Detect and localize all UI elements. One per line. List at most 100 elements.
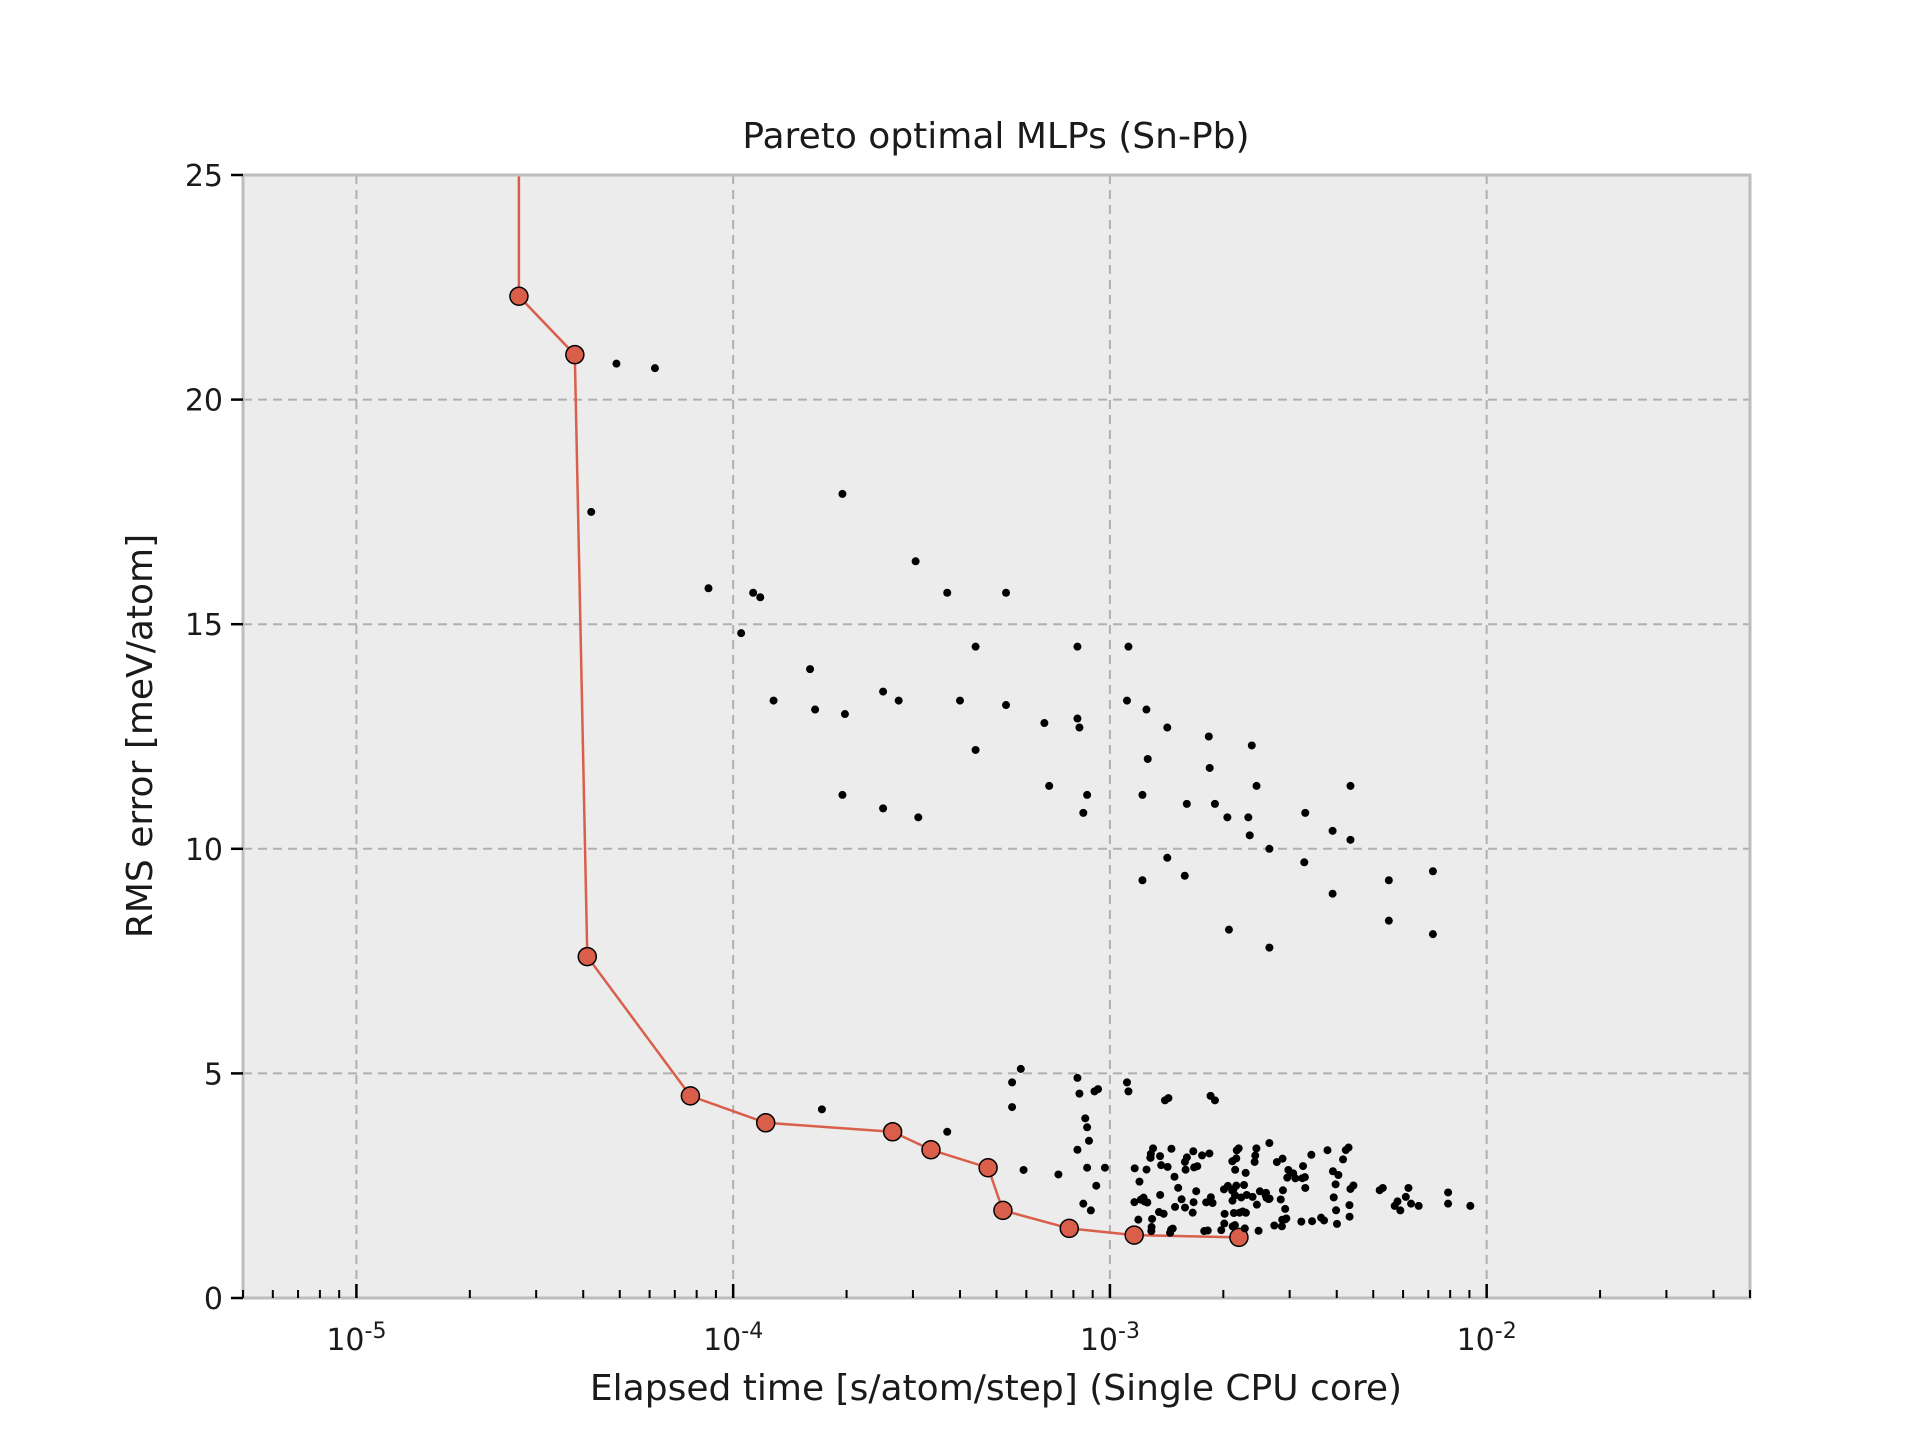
y-axis-title: RMS error [meV/atom] [120, 534, 161, 938]
candidate-point [1142, 1165, 1151, 1174]
candidate-point [1223, 813, 1232, 822]
candidate-point [1122, 696, 1131, 705]
candidate-point [1281, 1204, 1290, 1213]
candidate-point [1008, 1103, 1017, 1112]
candidate-point [1192, 1187, 1201, 1196]
candidate-point [1148, 1214, 1157, 1223]
candidate-point [1156, 1190, 1165, 1199]
candidate-point [1143, 754, 1152, 763]
candidate-point [1444, 1188, 1453, 1197]
candidate-point [1188, 1208, 1197, 1217]
candidate-point [1174, 1183, 1183, 1192]
candidate-point [1384, 876, 1393, 885]
candidate-point [1142, 705, 1151, 714]
candidate-point [1163, 1162, 1172, 1171]
candidate-point [1177, 1195, 1186, 1204]
candidate-point [1149, 1144, 1158, 1153]
x-tick-label: 10-4 [703, 1319, 763, 1358]
candidate-point [1341, 1146, 1350, 1155]
candidate-point [1083, 790, 1092, 799]
candidate-point [1180, 871, 1189, 880]
candidate-point [1254, 1226, 1263, 1235]
candidate-point [1220, 1219, 1229, 1228]
candidate-point [1204, 732, 1213, 741]
candidate-point [1331, 1180, 1340, 1189]
candidate-point [840, 710, 849, 719]
pareto-point [565, 344, 585, 365]
candidate-point [1276, 1195, 1285, 1204]
candidate-point [1075, 1089, 1084, 1098]
candidate-point [1002, 701, 1011, 710]
plot-background [243, 175, 1750, 1298]
candidate-point [1272, 1158, 1281, 1167]
candidate-point [1231, 1165, 1240, 1174]
candidate-point [1122, 1078, 1131, 1087]
candidate-point [1240, 1224, 1249, 1233]
candidate-point [1019, 1165, 1028, 1174]
candidate-point [1073, 1145, 1082, 1154]
candidate-point [756, 593, 765, 602]
candidate-point [1079, 808, 1088, 817]
candidate-point [1083, 1163, 1092, 1172]
candidate-point [1332, 1206, 1341, 1215]
candidate-point [1346, 1184, 1355, 1193]
candidate-point [1244, 813, 1253, 822]
candidate-point [1008, 1078, 1017, 1087]
candidate-point [1084, 1136, 1093, 1145]
candidate-point [749, 588, 758, 597]
candidate-point [1124, 1087, 1133, 1096]
candidate-point [1224, 925, 1233, 934]
candidate-point [1277, 1222, 1286, 1231]
candidate-point [1332, 1219, 1341, 1228]
candidate-point [1171, 1202, 1180, 1211]
candidate-point [914, 813, 923, 822]
candidate-point [1265, 943, 1274, 952]
candidate-point [1255, 1187, 1264, 1196]
candidate-point [1396, 1206, 1405, 1215]
candidate-point [1401, 1192, 1410, 1201]
y-tick-label: 20 [185, 384, 223, 419]
candidate-point [943, 588, 952, 597]
candidate-point [1205, 763, 1214, 772]
candidate-point [1166, 1228, 1175, 1237]
candidate-point [1242, 1190, 1251, 1199]
y-tick-label: 25 [185, 159, 223, 194]
candidate-point [1307, 1150, 1316, 1159]
candidate-point [1167, 1144, 1176, 1153]
candidate-point [1317, 1213, 1326, 1222]
candidate-point [1073, 1073, 1082, 1082]
pareto-point [882, 1122, 903, 1142]
y-tick-label: 15 [185, 608, 223, 643]
candidate-point [1345, 1212, 1354, 1221]
candidate-point [1428, 867, 1437, 876]
candidate-point [1159, 1209, 1168, 1218]
candidate-point [1265, 1139, 1274, 1148]
candidate-point [1163, 853, 1172, 862]
candidate-point [1220, 1209, 1229, 1218]
pareto-point [1124, 1225, 1144, 1245]
candidate-point [1205, 1149, 1214, 1158]
candidate-point [1075, 723, 1084, 732]
candidate-point [1328, 1167, 1337, 1176]
candidate-point [1404, 1183, 1413, 1192]
y-tick-label: 0 [204, 1282, 223, 1317]
candidate-point [1300, 858, 1309, 867]
chart-title: Pareto optimal MLPs (Sn-Pb) [742, 116, 1249, 157]
candidate-point [1265, 844, 1274, 853]
candidate-point [1202, 1198, 1211, 1207]
pareto-point [921, 1140, 941, 1160]
x-axis-title: Elapsed time [s/atom/step] (Single CPU c… [590, 1368, 1402, 1409]
candidate-point [1156, 1152, 1165, 1161]
candidate-point [1081, 1114, 1090, 1123]
candidate-point [879, 804, 888, 813]
candidate-point [1270, 1221, 1279, 1230]
candidate-point [1002, 588, 1011, 597]
candidate-point [811, 705, 820, 714]
candidate-point [1130, 1198, 1139, 1207]
candidate-point [971, 745, 980, 754]
candidate-point [817, 1105, 826, 1114]
candidate-point [1228, 1222, 1237, 1231]
candidate-point [1079, 1199, 1088, 1208]
candidate-point [1238, 1207, 1247, 1216]
